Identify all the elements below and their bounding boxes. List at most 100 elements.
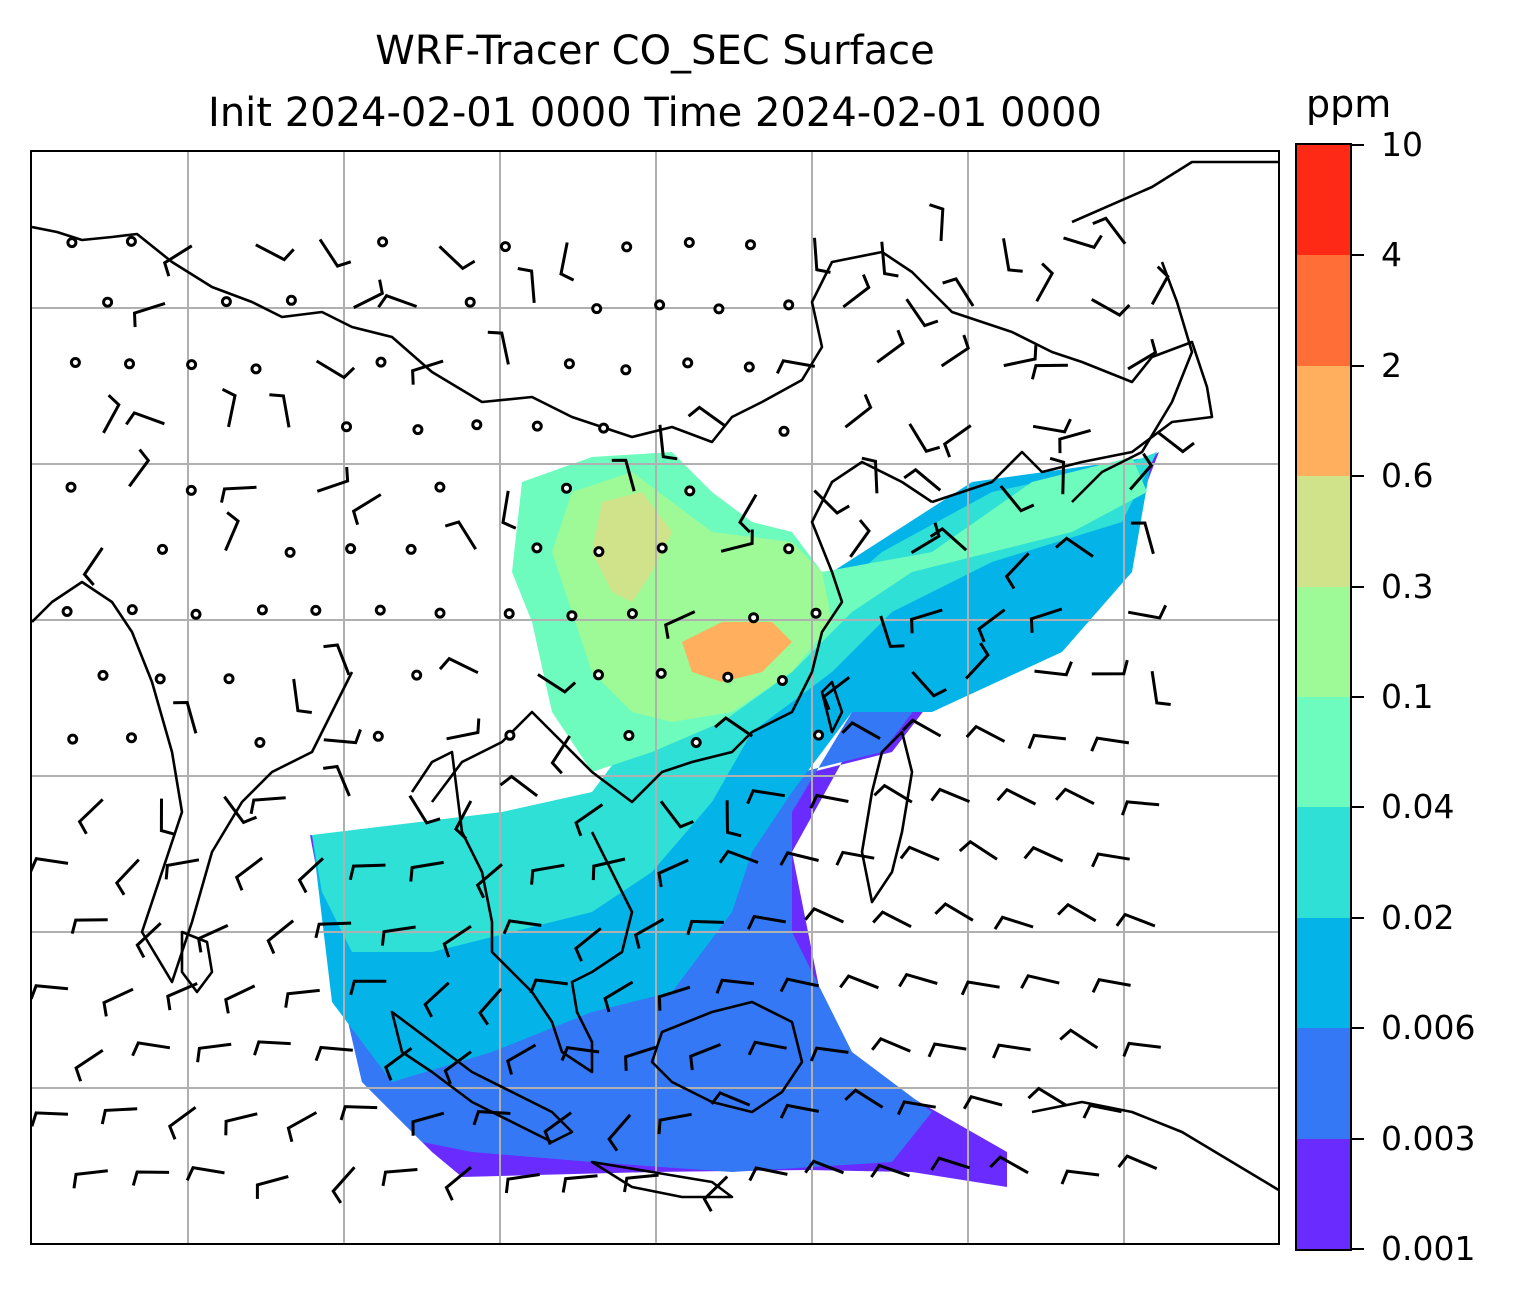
wind-barb xyxy=(1027,1086,1067,1107)
calm-wind-marker xyxy=(310,604,322,616)
calm-wind-marker xyxy=(97,669,109,681)
wind-barb xyxy=(929,527,968,552)
wind-barb xyxy=(1055,536,1094,558)
colorbar-tick xyxy=(1352,254,1364,257)
colorbar-tick xyxy=(1352,475,1364,478)
wind-barb xyxy=(574,803,604,837)
wind-barb xyxy=(560,1045,600,1062)
wind-barb xyxy=(502,919,542,935)
wind-barb xyxy=(738,493,758,534)
wind-barb xyxy=(77,798,104,835)
colorbar-tick-label: 0.02 xyxy=(1381,897,1455,937)
wind-barb xyxy=(411,1111,445,1136)
wind-barb xyxy=(438,245,476,271)
wind-barb xyxy=(841,721,881,740)
calm-wind-marker xyxy=(190,608,202,620)
wind-barb xyxy=(102,394,121,434)
calm-wind-marker xyxy=(341,421,352,433)
wind-barb xyxy=(487,330,510,365)
wind-barb xyxy=(135,922,162,959)
calm-wind-marker xyxy=(434,481,446,493)
wind-barb xyxy=(314,921,352,939)
wind-barb xyxy=(611,458,636,492)
wind-barb xyxy=(381,1168,418,1187)
colorbar-segment xyxy=(1297,586,1350,697)
colorbar-tick xyxy=(1352,1027,1364,1030)
wind-barb xyxy=(657,858,689,888)
wind-barb xyxy=(873,783,913,804)
wind-barb xyxy=(962,1094,1003,1110)
wind-barb xyxy=(443,1050,472,1085)
colorbar-tick-label: 0.04 xyxy=(1381,787,1455,827)
wind-barb xyxy=(249,796,286,815)
wind-barb xyxy=(804,1159,845,1175)
wind-barb xyxy=(746,914,786,930)
calm-wind-marker xyxy=(593,546,605,558)
wind-barbs xyxy=(32,203,1195,1212)
calm-wind-marker xyxy=(591,303,603,315)
wind-barb xyxy=(253,1040,291,1056)
wind-barb xyxy=(942,424,972,458)
wind-barb xyxy=(821,676,851,711)
wind-barb xyxy=(323,728,362,745)
wind-barb xyxy=(125,411,165,426)
colorbar-tick xyxy=(1352,1248,1364,1250)
wind-barb xyxy=(220,485,257,503)
wind-barb xyxy=(1127,338,1158,371)
wind-barb xyxy=(323,643,351,676)
wind-barb xyxy=(898,972,938,988)
wind-barb xyxy=(603,980,634,1013)
calm-wind-marker xyxy=(682,357,694,369)
wind-barb xyxy=(657,1112,692,1135)
calm-wind-marker xyxy=(284,546,296,558)
wind-barb xyxy=(746,789,786,805)
colorbar-tick xyxy=(1352,696,1364,698)
wind-barb xyxy=(1129,452,1154,491)
wind-barb xyxy=(408,794,441,825)
wind-barb xyxy=(383,1046,413,1081)
wind-barb xyxy=(747,1040,787,1056)
colorbar-tick xyxy=(1352,144,1364,146)
wind-barb xyxy=(234,856,264,891)
wind-barb xyxy=(221,387,237,428)
wind-barb xyxy=(689,1043,722,1071)
calm-wind-marker xyxy=(67,733,79,745)
wind-barb xyxy=(316,466,350,493)
wind-barb xyxy=(444,520,477,550)
calm-wind-marker xyxy=(745,239,756,251)
colorbar-segment xyxy=(1297,255,1350,366)
wind-barb xyxy=(1130,521,1155,555)
wind-barb xyxy=(517,267,536,304)
colorbar-tick xyxy=(1352,364,1364,367)
calm-wind-marker xyxy=(656,542,668,554)
calm-wind-marker xyxy=(223,673,235,685)
wind-barb xyxy=(715,978,755,994)
wind-barb xyxy=(1127,604,1168,620)
wind-barb xyxy=(353,279,384,309)
wind-barb xyxy=(132,301,166,328)
wind-barb xyxy=(1091,852,1130,868)
wind-barb xyxy=(266,919,295,955)
wind-barb xyxy=(1032,418,1072,434)
colorbar-segment xyxy=(1297,917,1350,1029)
wind-barb xyxy=(965,724,1006,743)
shade-level-4 xyxy=(312,452,1157,952)
wind-barb xyxy=(1029,607,1063,633)
wind-barb xyxy=(131,1170,170,1186)
wind-barb xyxy=(1150,265,1170,306)
wind-barb xyxy=(876,329,905,364)
wind-barb xyxy=(196,924,229,953)
chart-title: WRF-Tracer CO_SEC Surface xyxy=(375,28,935,74)
calm-wind-marker xyxy=(374,604,386,616)
wind-barb xyxy=(102,987,134,1017)
wind-barb xyxy=(1150,670,1171,706)
wind-barb xyxy=(809,1046,849,1062)
colorbar-segment xyxy=(1297,1138,1350,1249)
calm-wind-marker xyxy=(810,607,822,619)
calm-wind-marker xyxy=(561,482,572,494)
wind-barb xyxy=(934,902,974,922)
wind-barb xyxy=(173,700,198,734)
wind-barb xyxy=(82,547,104,586)
wind-barb xyxy=(446,718,481,741)
wind-barb xyxy=(686,919,724,936)
